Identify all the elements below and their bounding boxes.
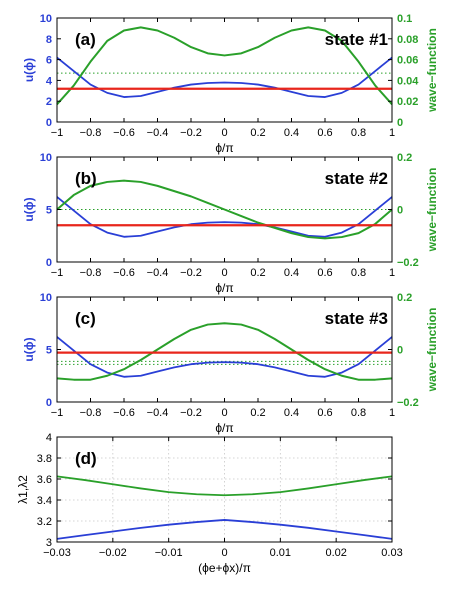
x-tick-label: 0.4 [284, 407, 299, 419]
x-tick-label: −0.01 [155, 547, 183, 559]
panel-label: (d) [75, 449, 97, 468]
y-tick-label: 10 [40, 292, 52, 304]
x-axis-label: ϕ/π [215, 281, 233, 295]
y-tick-label: 0 [46, 117, 52, 129]
y-tick-label: 4 [46, 75, 53, 87]
series-line-lambda2 [56, 475, 393, 497]
x-tick-label: 0.8 [351, 267, 366, 279]
y-tick-label: 5 [46, 205, 52, 217]
x-tick-label: 0.8 [351, 407, 366, 419]
plot-area-1 [57, 18, 392, 122]
y-axis-label-right: wave−function [425, 168, 439, 253]
panel-label: (b) [75, 169, 97, 188]
x-tick-label: −0.4 [147, 127, 169, 139]
y-tick-label: 8 [46, 34, 52, 46]
y-tick-label: 10 [40, 152, 52, 164]
x-tick-label: −0.2 [180, 127, 202, 139]
x-tick-label: 1 [389, 407, 395, 419]
x-tick-label: −0.8 [80, 127, 102, 139]
series-line-lambda1 [56, 519, 393, 540]
x-tick-label: 0.6 [317, 407, 332, 419]
x-tick-label: 0.4 [284, 267, 299, 279]
state-label: state #1 [325, 30, 388, 49]
x-tick-label: 0.2 [250, 127, 265, 139]
y-tick-label: 10 [40, 13, 52, 25]
y-right-tick-label: 0.06 [397, 55, 418, 67]
y-tick-label: 3 [46, 537, 52, 549]
y-right-tick-label: −0.2 [397, 257, 419, 269]
x-tick-label: 1 [389, 127, 395, 139]
x-tick-label: −1 [51, 127, 64, 139]
x-tick-label: −0.2 [180, 407, 202, 419]
plot-area-3 [57, 297, 392, 402]
y-right-tick-label: 0.02 [397, 96, 418, 108]
x-tick-label: −0.02 [99, 547, 127, 559]
y-right-tick-label: −0.2 [397, 397, 419, 409]
y-tick-label: 0 [46, 257, 52, 269]
series-line-wave [56, 26, 393, 105]
x-tick-label: 0.01 [270, 547, 291, 559]
y-tick-label: 2 [46, 96, 52, 108]
x-tick-label: −0.6 [113, 267, 135, 279]
x-tick-label: −0.8 [80, 267, 102, 279]
y-tick-label: 3.8 [37, 453, 52, 465]
state-label: state #3 [325, 309, 388, 328]
x-axis-label: (ϕe+ϕx)/π [198, 561, 251, 575]
y-right-tick-label: 0.1 [397, 13, 412, 25]
series-line-potential [56, 56, 393, 98]
state-label: state #2 [325, 169, 388, 188]
x-tick-label: −0.6 [113, 127, 135, 139]
y-axis-label-right: wave−function [425, 28, 439, 113]
x-tick-label: 0 [221, 267, 227, 279]
series-line-wave [56, 322, 393, 381]
x-tick-label: −0.4 [147, 267, 169, 279]
y-right-tick-label: 0.08 [397, 34, 418, 46]
x-tick-label: 0.6 [317, 127, 332, 139]
y-axis-label-right: wave−function [425, 308, 439, 393]
x-tick-label: 0.6 [317, 267, 332, 279]
series-line-potential [56, 196, 393, 238]
y-tick-label: 3.6 [37, 474, 52, 486]
y-right-tick-label: 0 [397, 205, 403, 217]
y-axis-label-left: u(ϕ) [22, 337, 36, 361]
y-axis-label-left: u(ϕ) [22, 197, 36, 221]
y-tick-label: 0 [46, 397, 52, 409]
x-axis-label: ϕ/π [215, 141, 233, 155]
x-tick-label: 0.4 [284, 127, 299, 139]
x-tick-label: −0.2 [180, 267, 202, 279]
series-line-wave [56, 179, 393, 240]
y-right-tick-label: 0 [397, 117, 403, 129]
x-tick-label: 1 [389, 267, 395, 279]
y-tick-label: 3.4 [37, 495, 52, 507]
y-tick-label: 5 [46, 345, 52, 357]
x-tick-label: −0.6 [113, 407, 135, 419]
y-axis-label-left: u(ϕ) [22, 58, 36, 82]
x-tick-label: 0.02 [325, 547, 346, 559]
x-tick-label: −1 [51, 267, 64, 279]
x-tick-label: −0.03 [43, 547, 71, 559]
x-tick-label: −0.4 [147, 407, 169, 419]
y-tick-label: 4 [46, 432, 52, 444]
x-tick-label: 0 [221, 547, 227, 559]
x-tick-label: 0.2 [250, 407, 265, 419]
x-tick-label: 0.2 [250, 267, 265, 279]
y-axis-label: λ1,λ2 [16, 475, 30, 504]
y-right-tick-label: 0.04 [397, 75, 419, 87]
y-right-tick-label: 0 [397, 345, 403, 357]
x-tick-label: 0 [221, 407, 227, 419]
panel-label: (c) [75, 309, 96, 328]
x-tick-label: −0.8 [80, 407, 102, 419]
y-tick-label: 3.2 [37, 516, 52, 528]
x-tick-label: −1 [51, 407, 64, 419]
panel-label: (a) [75, 30, 96, 49]
x-tick-label: 0 [221, 127, 227, 139]
y-right-tick-label: 0.2 [397, 292, 412, 304]
x-tick-label: 0.8 [351, 127, 366, 139]
y-tick-label: 6 [46, 55, 52, 67]
x-tick-label: 0.03 [381, 547, 402, 559]
y-right-tick-label: 0.2 [397, 152, 412, 164]
x-axis-label: ϕ/π [215, 421, 233, 435]
